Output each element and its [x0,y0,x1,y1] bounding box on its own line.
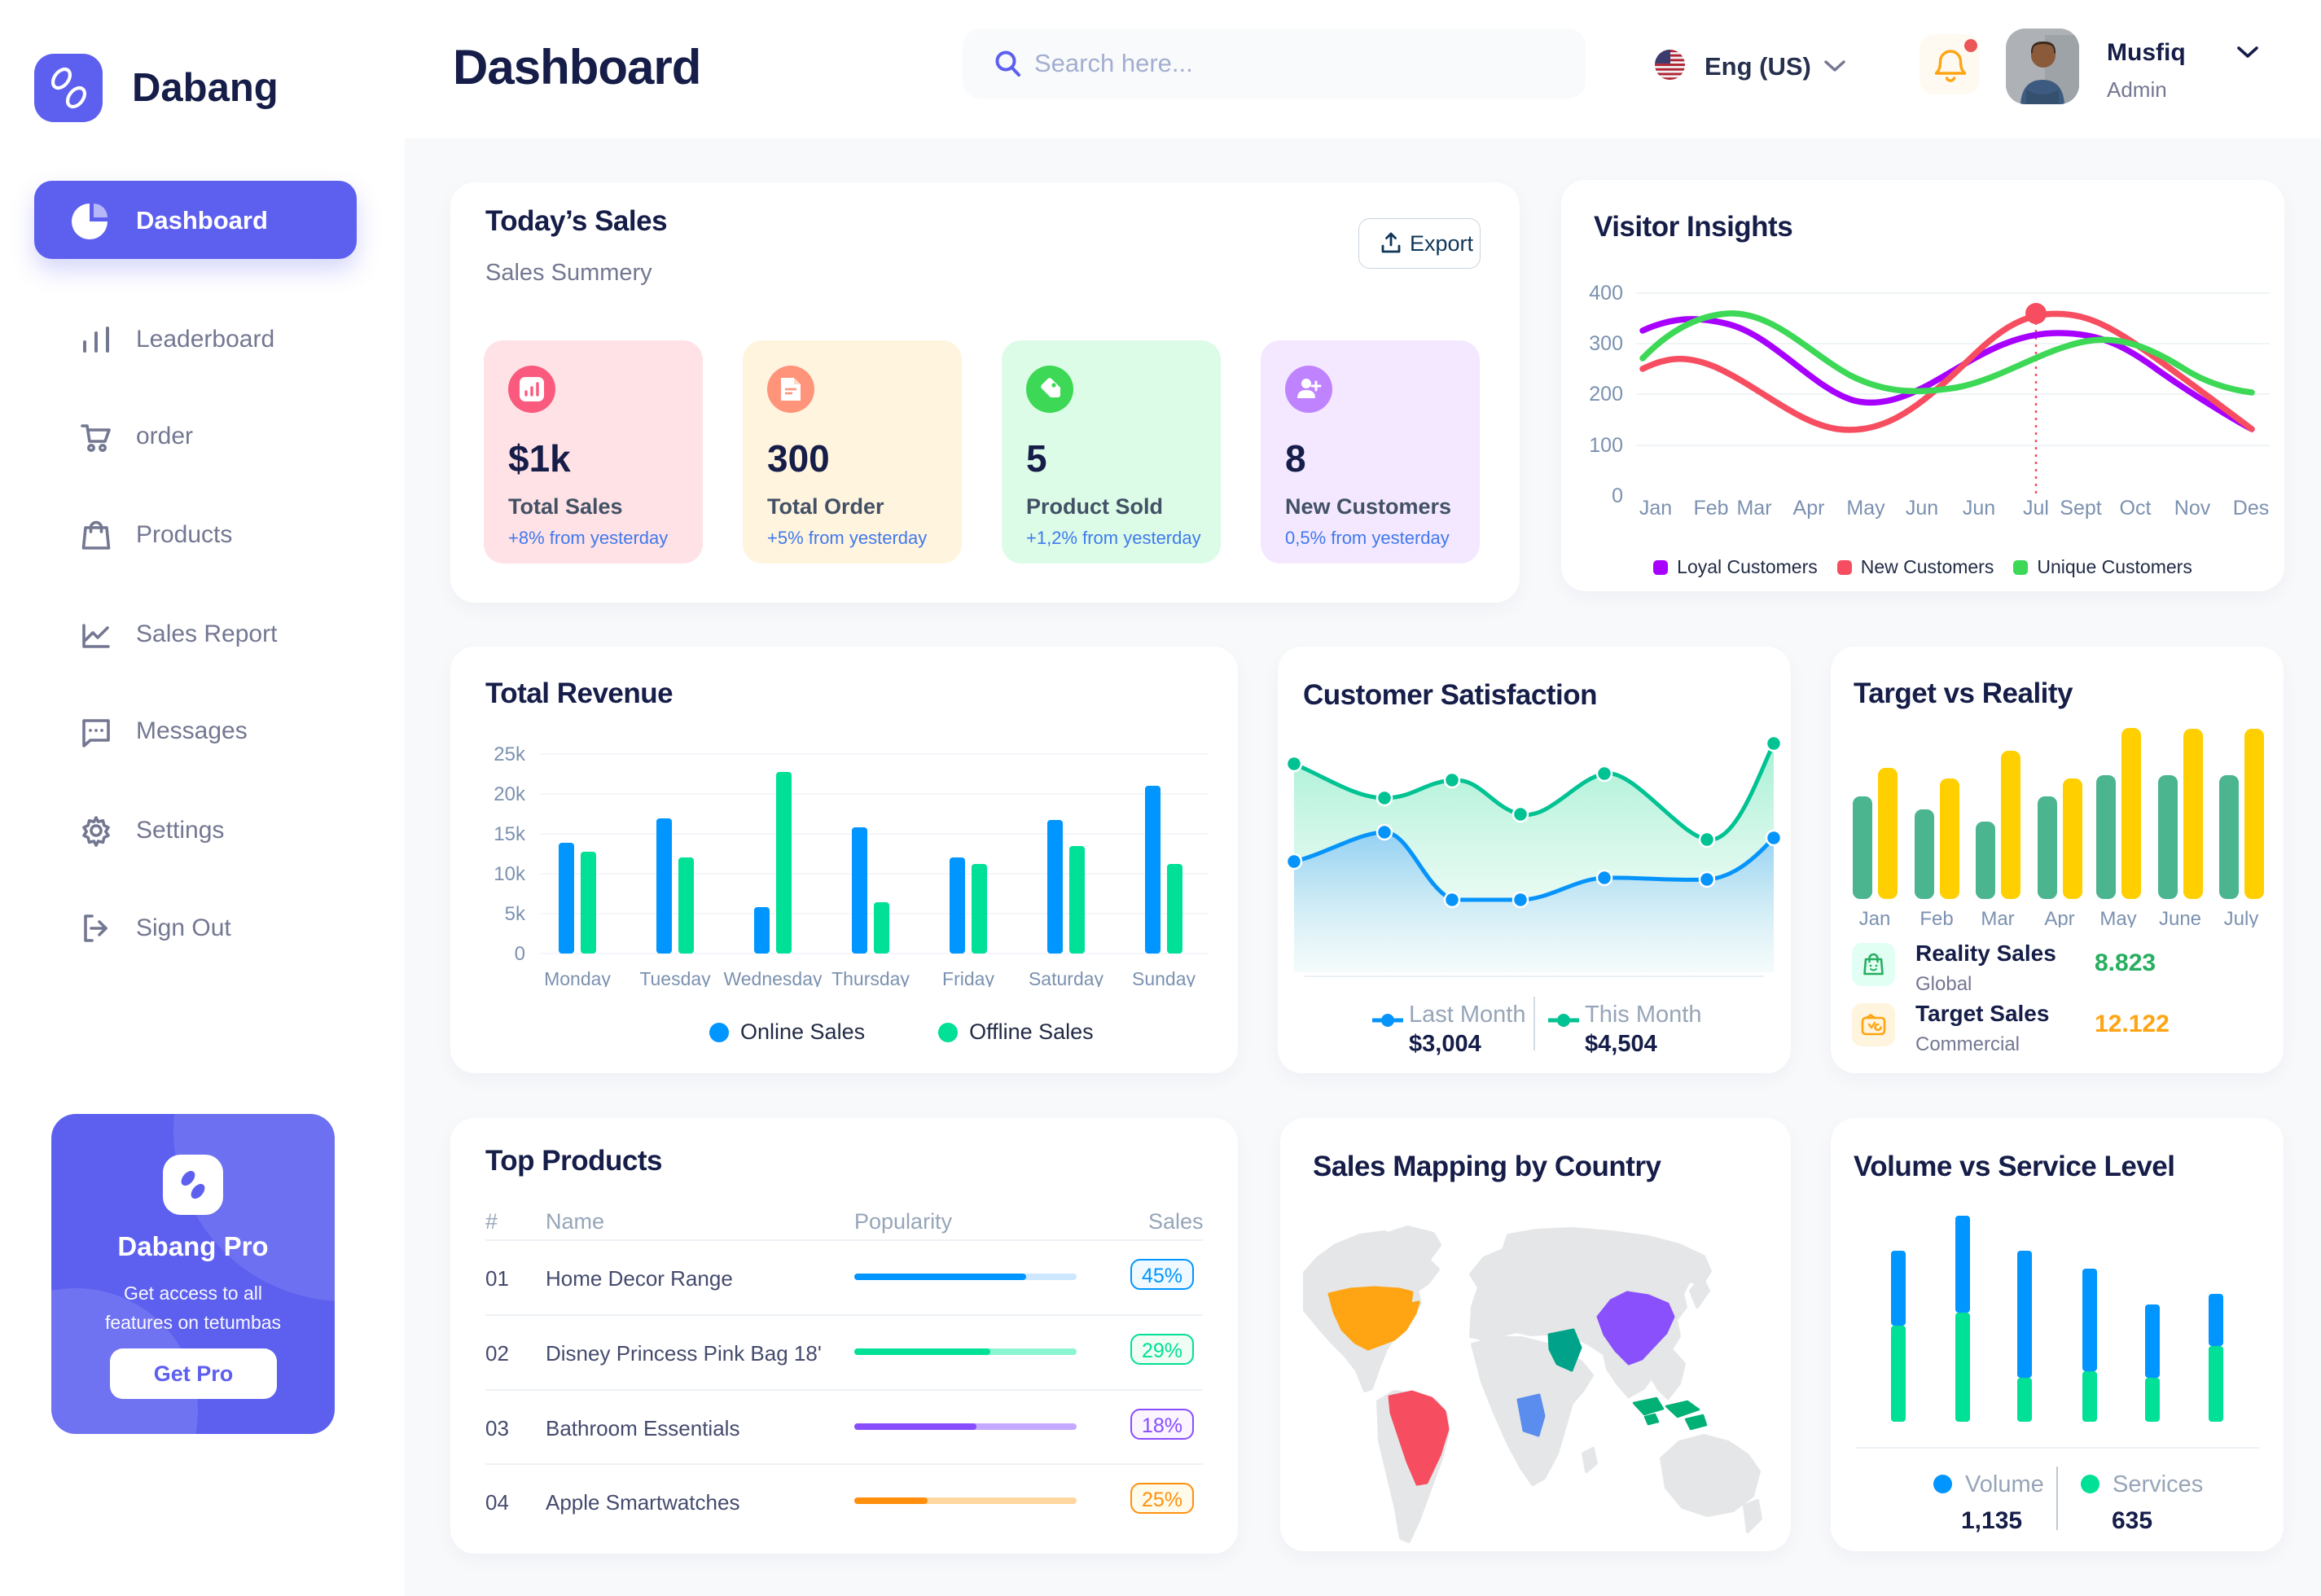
svg-text:June: June [2159,908,2201,927]
svg-text:100: 100 [1589,434,1623,457]
svg-text:Friday: Friday [942,968,994,987]
svg-text:Sunday: Sunday [1132,968,1196,987]
svg-text:25k: 25k [494,743,526,765]
svg-text:Mar: Mar [1981,908,2014,927]
svg-text:Mar: Mar [1736,497,1771,520]
svg-text:July: July [2224,908,2259,927]
svg-text:Jun: Jun [1963,497,1995,520]
svg-text:Feb: Feb [1693,497,1728,520]
svg-text:20k: 20k [494,783,526,805]
svg-text:Wednesday: Wednesday [723,968,823,987]
svg-text:Jun: Jun [1906,497,1938,520]
svg-text:400: 400 [1589,282,1623,305]
svg-text:10k: 10k [494,863,526,885]
svg-text:Des: Des [2233,497,2269,520]
svg-text:Tuesday: Tuesday [639,968,711,987]
svg-text:Sept: Sept [2060,497,2101,520]
svg-text:200: 200 [1589,383,1623,406]
svg-text:Monday: Monday [544,968,611,987]
svg-text:Thursday: Thursday [831,968,910,987]
svg-text:5k: 5k [505,903,526,925]
svg-text:0: 0 [515,943,525,965]
svg-text:15k: 15k [494,823,526,845]
svg-text:Oct: Oct [2120,497,2152,520]
svg-text:May: May [2099,908,2136,927]
svg-text:Apr: Apr [1793,497,1825,520]
svg-text:Jan: Jan [1859,908,1891,927]
svg-text:300: 300 [1589,332,1623,355]
svg-text:Jul: Jul [2023,497,2049,520]
svg-text:Apr: Apr [2044,908,2074,927]
svg-text:Nov: Nov [2174,497,2211,520]
svg-text:Saturday: Saturday [1029,968,1104,987]
svg-text:Jan: Jan [1639,497,1672,520]
svg-text:0: 0 [1612,484,1623,507]
svg-text:May: May [1846,497,1885,520]
svg-text:Feb: Feb [1920,908,1953,927]
